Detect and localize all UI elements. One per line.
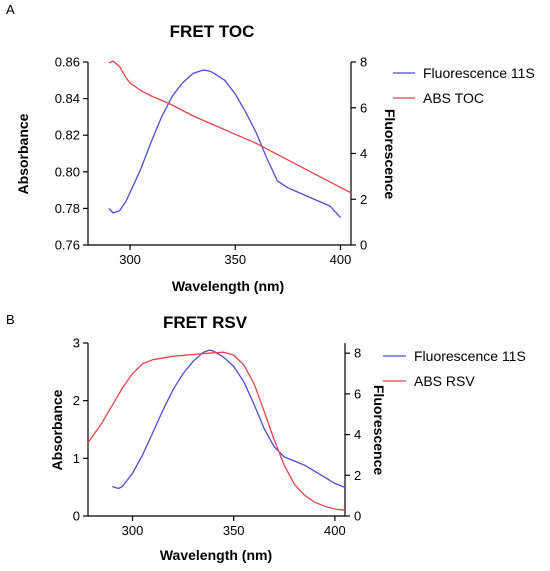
y-axis-right-title: Fluorescence	[371, 385, 387, 475]
y-left-tick-label: 2	[73, 393, 80, 408]
legend: Fluorescence 11S ABS TOC	[393, 65, 535, 106]
x-tick-label: 400	[330, 252, 352, 267]
y-right-tick-label: 8	[354, 346, 361, 361]
y-right-tick-label: 0	[354, 509, 361, 524]
axes: 300 350 400 0 1 2 3 0 2 4 6 8	[73, 336, 361, 539]
series-group	[108, 60, 352, 219]
x-tick-label: 350	[223, 523, 245, 538]
y-left-tick-label: 1	[73, 451, 80, 466]
x-axis-title: Wavelength (nm)	[172, 278, 284, 294]
panel-letter-a: A	[6, 2, 15, 17]
y-axis-left-title: Absorbance	[15, 113, 31, 194]
legend-label-fluorescence: Fluorescence 11S	[423, 65, 535, 81]
y-left-tick-label: 0.86	[55, 55, 80, 70]
y-right-tick-label: 6	[354, 386, 361, 401]
y-left-tick-label: 0.80	[55, 164, 80, 179]
y-right-tick-label: 6	[360, 100, 367, 115]
y-left-tick-label: 3	[73, 336, 80, 351]
chart-title: FRET RSV	[163, 313, 248, 332]
y-left-tick-label: 0	[73, 509, 80, 524]
panel-letter-b: B	[6, 312, 15, 327]
y-right-tick-label: 2	[360, 192, 367, 207]
series-line-abs	[87, 351, 346, 511]
y-axis-right-title: Fluorescence	[382, 109, 398, 199]
y-right-tick-label: 2	[354, 468, 361, 483]
legend-label-abs: ABS TOC	[423, 90, 484, 106]
y-left-tick-label: 0.84	[55, 91, 80, 106]
chart-fret-toc: A FRET TOC Wavelength (nm) Absorbance Fl…	[6, 2, 535, 294]
y-left-tick-label: 0.76	[55, 238, 80, 253]
y-right-tick-label: 4	[354, 427, 361, 442]
x-axis-title: Wavelength (nm)	[160, 547, 272, 563]
y-right-tick-label: 0	[360, 238, 367, 253]
chart-title: FRET TOC	[170, 22, 255, 41]
series-line-fluorescence	[108, 69, 341, 219]
y-left-tick-label: 0.78	[55, 201, 80, 216]
x-tick-label: 300	[119, 252, 141, 267]
x-tick-label: 300	[122, 523, 144, 538]
x-tick-label: 350	[224, 252, 246, 267]
series-line-abs	[108, 60, 352, 194]
legend: Fluorescence 11S ABS RSV	[383, 348, 526, 389]
legend-label-abs: ABS RSV	[414, 373, 475, 389]
x-tick-label: 400	[324, 523, 346, 538]
y-right-tick-label: 8	[360, 55, 367, 70]
chart-fret-rsv: B FRET RSV Wavelength (nm) Absorbance Fl…	[6, 312, 526, 563]
y-left-tick-label: 0.82	[55, 128, 80, 143]
series-group	[87, 349, 346, 511]
series-line-fluorescence	[112, 349, 346, 490]
legend-label-fluorescence: Fluorescence 11S	[414, 348, 526, 364]
y-right-tick-label: 4	[360, 146, 367, 161]
y-axis-left-title: Absorbance	[49, 389, 65, 470]
axes: 300 350 400 0.76 0.78 0.80 0.82 0.84 0.86 0 2 4 6 8	[55, 55, 368, 268]
